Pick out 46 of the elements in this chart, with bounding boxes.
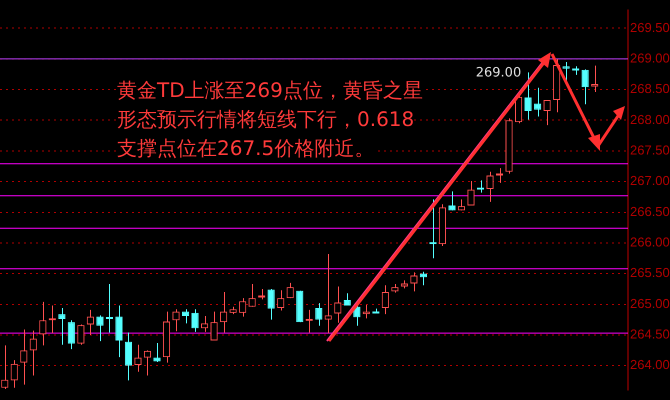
annotation: 269.00 <box>476 65 522 80</box>
candlestick <box>524 72 532 120</box>
y-tick-label: 266.50 <box>630 204 670 219</box>
candlestick <box>382 284 389 315</box>
y-tick-label: 269.00 <box>630 50 670 66</box>
candlestick <box>362 304 370 319</box>
candlestick <box>591 65 598 93</box>
y-tick-label: 265.50 <box>630 265 670 280</box>
candlestick <box>191 308 199 332</box>
candlestick <box>486 171 494 202</box>
annotation: 黄金TD上涨至269点位，黄昏之星 <box>117 78 423 102</box>
candlestick <box>324 253 332 334</box>
y-tick-label: 267.50 <box>630 142 670 158</box>
candlestick <box>268 288 275 320</box>
candlestick <box>182 308 190 324</box>
candlestick <box>144 350 152 376</box>
candlestick <box>77 324 84 346</box>
candlestick <box>39 301 46 346</box>
candlestick <box>124 332 132 381</box>
y-tick-label: 264.00 <box>630 357 670 372</box>
annotation: 支撑点位在267.5价格附近。 <box>117 136 374 160</box>
y-tick-label: 268.50 <box>630 81 670 96</box>
candlestick <box>1 344 8 390</box>
candlestick <box>496 168 504 184</box>
y-tick-label: 267.00 <box>630 173 670 188</box>
candlestick <box>20 328 28 386</box>
candlestick <box>96 314 104 342</box>
candlestick <box>467 180 475 206</box>
candlestick <box>448 190 456 211</box>
candlestick <box>153 342 161 362</box>
y-tick-label: 266.00 <box>630 234 670 250</box>
candlestick <box>582 68 589 105</box>
y-tick-label: 265.00 <box>630 296 670 311</box>
y-tick-label: 264.50 <box>630 326 670 342</box>
y-tick-label: 268.00 <box>630 112 670 127</box>
candlestick <box>106 284 113 334</box>
candlestick <box>420 271 427 286</box>
candlestick <box>68 320 75 350</box>
annotation: 形态预示行情将短线下行，0.618 <box>117 107 414 131</box>
candlestick <box>258 288 266 300</box>
candlestick <box>210 311 218 342</box>
candlestick <box>115 305 123 358</box>
y-tick-label: 269.50 <box>630 20 670 35</box>
candlestick <box>58 307 66 346</box>
candlestick <box>10 360 18 388</box>
candlestick <box>534 87 542 118</box>
